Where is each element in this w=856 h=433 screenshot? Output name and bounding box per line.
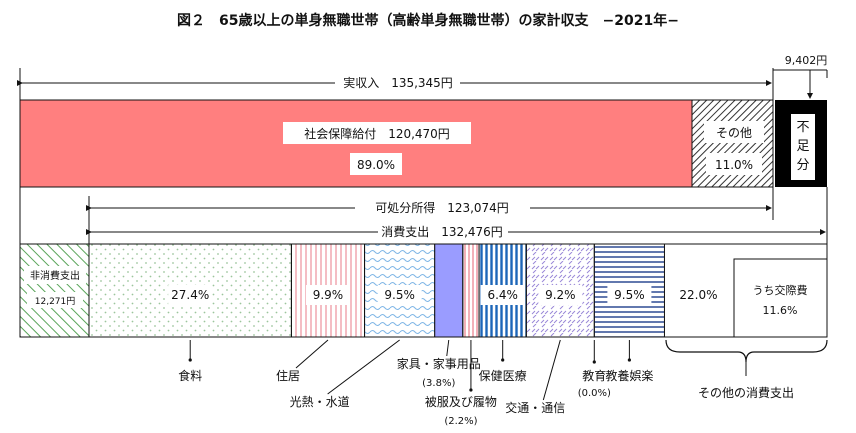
expenditure-callout-percent-7: (0.0%) — [578, 388, 611, 399]
expenditure-name-0: 食料 — [178, 368, 202, 383]
other-income-label-box — [704, 121, 764, 143]
other-consumption-brace — [665, 339, 828, 363]
callout-line-2 — [327, 339, 400, 395]
social-security-label-box — [283, 122, 471, 144]
non-consumption-segment — [19, 243, 90, 338]
callout-dot-0 — [188, 358, 192, 362]
expenditure-callout-percent-4: (2.2%) — [444, 416, 477, 427]
callout-line-6 — [542, 339, 561, 401]
consumption-label: 消費支出 132,476円 — [381, 224, 503, 239]
expenditure-segment-3 — [434, 243, 464, 338]
shortfall-label: 不足分 — [796, 120, 809, 173]
expenditure-percent-6: 9.2% — [545, 288, 576, 302]
expenditure-percent-box-8 — [607, 285, 652, 305]
chart-title: 図２ 65歳以上の単身無職世帯（高齢単身無職世帯）の家計収支 −2021年− — [177, 12, 679, 29]
expenditure-percent-8: 9.5% — [614, 288, 645, 302]
callout-dot-4 — [469, 388, 473, 392]
other-income-percent: 11.0% — [715, 158, 753, 172]
non-consumption-value-box — [27, 292, 83, 308]
expenditure-percent-box-2 — [377, 285, 422, 305]
callout-line-3 — [446, 339, 450, 357]
expenditure-percent-box-1 — [305, 285, 350, 305]
disposable-label: 可処分所得 123,074円 — [375, 200, 509, 215]
expenditure-name-4: 被服及び履物 — [425, 395, 497, 409]
social-security-percent: 89.0% — [357, 158, 395, 172]
callout-dot-7 — [592, 360, 596, 364]
expenditure-name-5: 保健医療 — [479, 369, 527, 383]
other-income-percent-box — [706, 153, 762, 175]
expenditure-percent-box-0 — [168, 285, 213, 305]
callout-dot-5 — [501, 358, 505, 362]
expenditure-percent-2: 9.5% — [384, 288, 415, 302]
social-security-percent-box — [350, 153, 402, 175]
expenditure-percent-box-5 — [480, 285, 525, 305]
shortfall-label-box — [791, 114, 815, 180]
expenditure-name-1: 住居 — [276, 369, 300, 383]
expenditure-name-6: 交通・通信 — [505, 400, 565, 415]
expenditure-name-8: 教養娯楽 — [605, 368, 653, 383]
entertainment-expense-box — [733, 258, 828, 338]
expenditure-callout-percent-3: (3.8%) — [422, 378, 455, 389]
callout-dot-8 — [627, 358, 631, 362]
expenditure-percent-0: 27.4% — [171, 288, 209, 302]
non-consumption-label-box — [24, 266, 86, 284]
non-consumption-label: 非消費支出 — [30, 269, 80, 282]
expenditure-percent-box-6 — [538, 285, 583, 305]
shortfall-value: 9,402円 — [785, 54, 828, 67]
expenditure-percent-5: 6.4% — [487, 288, 518, 302]
income-label: 実収入 135,345円 — [343, 75, 453, 90]
non-consumption-value: 12,271円 — [35, 296, 76, 307]
expenditure-segment-4 — [462, 243, 480, 338]
callout-line-1 — [295, 339, 329, 369]
other-income-label: その他 — [716, 126, 752, 140]
expenditure-percent-box-9 — [676, 285, 721, 305]
expenditure-labels: 27.4% 食料 9.9% 住居 9.5% 光熱・水道 家具・家事用品 (3.8%) 被服及び履… — [168, 258, 828, 427]
social-security-label: 社会保障給付 120,470円 — [304, 126, 450, 141]
entertainment-expense-percent: 11.6% — [763, 304, 798, 317]
entertainment-expense-label: うち交際費 — [753, 283, 808, 297]
other-consumption-callout: その他の消費支出 — [698, 385, 794, 400]
expenditure-percent-9: 22.0% — [679, 288, 717, 302]
expenditure-name-7: 教育 — [582, 368, 606, 383]
expenditure-name-3: 家具・家事用品 — [397, 356, 481, 371]
expenditure-percent-1: 9.9% — [313, 288, 344, 302]
expenditure-name-2: 光熱・水道 — [290, 395, 350, 409]
